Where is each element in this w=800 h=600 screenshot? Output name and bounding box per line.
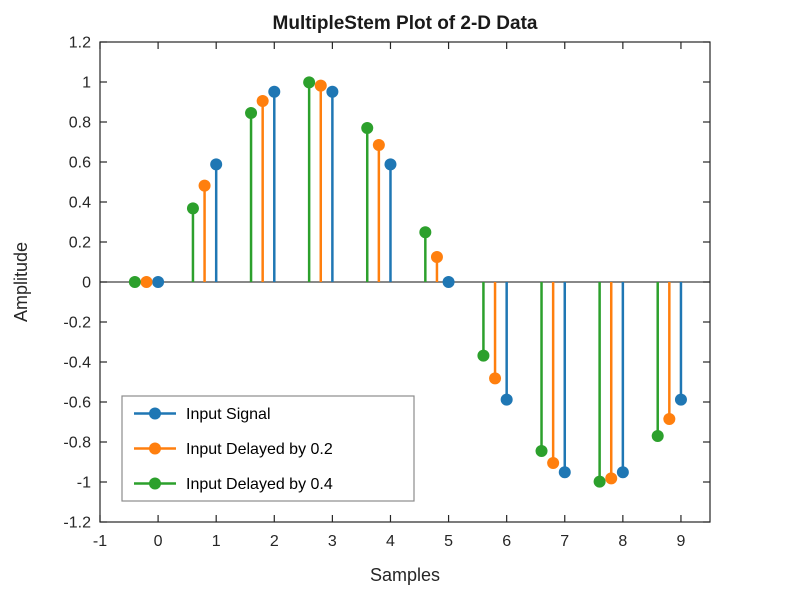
- stem-marker: [256, 95, 269, 107]
- chart-title: MultipleStem Plot of 2-D Data: [273, 13, 538, 34]
- x-tick-label: 3: [328, 533, 337, 550]
- stem-series: [152, 85, 687, 479]
- legend-item: Input Delayed by 0.2: [134, 441, 333, 458]
- y-tick-label: 0.4: [69, 195, 91, 212]
- y-tick-label: -0.8: [63, 435, 91, 452]
- stem-marker: [419, 226, 432, 239]
- stem-marker: [663, 413, 676, 425]
- legend-marker-sample: [149, 442, 161, 455]
- stem-marker: [128, 276, 141, 288]
- stem-marker: [198, 179, 211, 192]
- x-tick-label: 8: [618, 533, 627, 550]
- stem-marker: [477, 349, 490, 362]
- x-tick-label: 5: [444, 533, 453, 550]
- stem-marker: [372, 139, 385, 151]
- stem-marker: [547, 457, 560, 469]
- stem-marker: [489, 372, 502, 385]
- stem-marker: [558, 466, 571, 479]
- legend-item-label: Input Signal: [186, 406, 271, 423]
- stem-marker: [326, 85, 339, 98]
- stem-marker: [500, 393, 513, 406]
- x-axis-label: Samples: [370, 565, 440, 585]
- y-tick-label: 0.8: [69, 115, 91, 132]
- series-layer: [128, 76, 687, 488]
- x-tick-label: 1: [212, 533, 221, 550]
- stem-marker: [140, 276, 153, 288]
- y-tick-label: -0.2: [63, 315, 91, 332]
- legend: Input Signal Input Delayed by 0.2 Input De…: [121, 395, 415, 502]
- stem-marker: [186, 202, 199, 215]
- x-tick-label: 4: [386, 533, 395, 550]
- x-tick-label: 0: [154, 533, 163, 550]
- stem-marker: [314, 79, 327, 92]
- stem-marker: [268, 85, 281, 98]
- x-tick-label: 7: [560, 533, 569, 550]
- y-tick-label: -0.6: [63, 395, 91, 412]
- x-tick-label: 9: [676, 533, 685, 550]
- stem-marker: [674, 393, 687, 406]
- y-tick-label: 0.2: [69, 235, 91, 252]
- stem-series: [140, 79, 676, 485]
- y-tick-label: 1.2: [69, 35, 91, 52]
- y-tick-label: 0.6: [69, 155, 91, 172]
- legend-marker-sample: [149, 477, 161, 490]
- stem-marker: [535, 445, 548, 457]
- stem-marker: [210, 158, 223, 171]
- stem-marker: [361, 122, 374, 134]
- x-tick-label: 2: [270, 533, 279, 550]
- y-axis-label: Amplitude: [11, 242, 31, 322]
- x-tick-label: -1: [93, 533, 107, 550]
- x-tick-label: 6: [502, 533, 511, 550]
- stem-marker: [605, 472, 618, 485]
- y-tick-label: -1.2: [63, 515, 91, 532]
- y-tick-label: -1: [77, 475, 91, 492]
- y-tick-label: 1: [82, 75, 91, 92]
- legend-item-label: Input Delayed by 0.4: [186, 476, 333, 493]
- stem-marker: [152, 276, 165, 288]
- legend-item-label: Input Delayed by 0.2: [186, 441, 333, 458]
- stem-marker: [651, 430, 664, 442]
- y-tick-label: -0.4: [63, 355, 91, 372]
- stem-marker: [593, 475, 606, 488]
- legend-marker-sample: [149, 407, 161, 420]
- stem-marker: [616, 466, 629, 479]
- stem-marker: [442, 276, 455, 288]
- stem-marker: [303, 76, 316, 89]
- stem-marker: [245, 107, 258, 119]
- legend-item: Input Signal: [134, 406, 271, 423]
- stem-series: [128, 76, 664, 488]
- axes-layer: -1 0 1 2 3 4 5 6 7 8 9-1.2-1-0.8-0.6-0.4-0.200.20.…: [63, 35, 711, 550]
- legend-item: Input Delayed by 0.4: [134, 476, 333, 493]
- y-tick-label: 0: [82, 275, 91, 292]
- stem-marker: [384, 158, 397, 171]
- stem-marker: [430, 251, 443, 263]
